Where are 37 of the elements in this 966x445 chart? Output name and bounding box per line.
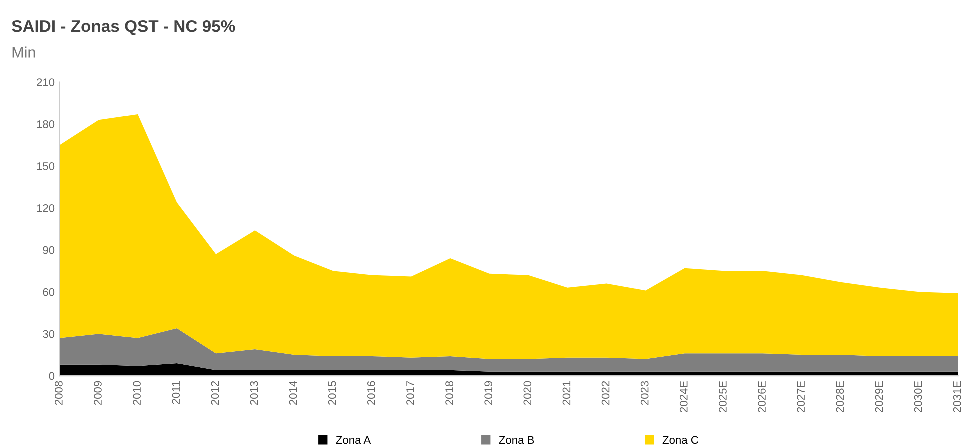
y-tick-label: 120 bbox=[37, 204, 55, 212]
chart-title: SAIDI - Zonas QST - NC 95% bbox=[12, 20, 236, 36]
x-tick-label: 2014 bbox=[289, 381, 298, 406]
x-tick-label: 2016 bbox=[367, 381, 376, 406]
x-tick-label: 2013 bbox=[250, 381, 258, 406]
x-tick-label: 2025E bbox=[719, 381, 727, 412]
x-tick-label: 2028E bbox=[836, 381, 844, 412]
legend-label: Zona C bbox=[662, 436, 699, 444]
y-tick-label: 90 bbox=[43, 246, 55, 254]
y-tick-label: 210 bbox=[37, 78, 55, 86]
y-axis-title: Min bbox=[12, 46, 36, 58]
x-tick-label: 2021 bbox=[562, 381, 571, 406]
y-tick-label: 30 bbox=[43, 330, 55, 338]
x-tick-label: 2027E bbox=[797, 381, 806, 412]
x-tick-label: 2029E bbox=[875, 381, 884, 412]
x-tick-label: 2008 bbox=[55, 381, 63, 406]
x-tick-label: 2030E bbox=[914, 381, 922, 412]
y-tick-label: 150 bbox=[37, 162, 55, 170]
x-tick-label: 2017 bbox=[406, 381, 414, 406]
x-tick-label: 2012 bbox=[211, 381, 220, 406]
y-tick-label: 180 bbox=[37, 120, 55, 128]
x-tick-label: 2011 bbox=[172, 381, 180, 404]
x-tick-label: 2031E bbox=[953, 381, 962, 412]
x-tick-label: 2018 bbox=[446, 381, 454, 406]
x-tick-label: 2009 bbox=[94, 381, 102, 406]
x-tick-label: 2015 bbox=[328, 381, 336, 406]
x-tick-label: 2020 bbox=[524, 381, 532, 406]
y-tick-label: 60 bbox=[43, 288, 55, 296]
x-tick-label: 2010 bbox=[133, 381, 141, 406]
x-tick-label: 2024E bbox=[680, 381, 688, 412]
x-tick-label: 2023 bbox=[640, 381, 649, 406]
x-tick-label: 2026E bbox=[758, 381, 766, 412]
x-tick-label: 2019 bbox=[484, 381, 493, 406]
legend-label: Zona A bbox=[336, 436, 372, 444]
legend-label: Zona B bbox=[499, 436, 534, 444]
y-tick-label: 0 bbox=[49, 372, 55, 380]
x-tick-label: 2022 bbox=[602, 381, 610, 406]
